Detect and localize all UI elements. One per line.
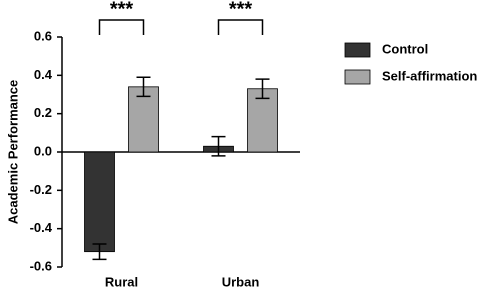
significance-label: *** [229, 0, 253, 20]
legend-swatch [344, 42, 371, 58]
error-bar [136, 76, 151, 98]
bar [128, 86, 159, 153]
x-tick-label: Rural [105, 274, 138, 289]
y-axis-title: Academic Performance [5, 80, 20, 225]
legend-label: Control [382, 41, 428, 56]
y-tick-label: 0.0 [34, 143, 52, 158]
error-bar [92, 243, 107, 261]
bar [84, 151, 115, 253]
x-tick-label: Urban [222, 274, 260, 289]
y-tick-label: 0.4 [34, 67, 53, 82]
significance-bracket [98, 19, 145, 35]
bar [247, 88, 278, 153]
legend-swatch [344, 69, 371, 85]
error-bar [211, 135, 226, 157]
y-tick-label: 0.6 [34, 28, 52, 43]
legend-label: Self-affirmation [382, 68, 477, 83]
y-tick-label: 0.2 [34, 105, 52, 120]
significance-label: *** [110, 0, 134, 20]
y-tick-label: -0.6 [30, 258, 52, 273]
significance-bracket [217, 19, 264, 35]
y-tick-label: -0.2 [30, 182, 52, 197]
y-tick-label: -0.4 [30, 220, 53, 235]
error-bar [255, 78, 270, 100]
